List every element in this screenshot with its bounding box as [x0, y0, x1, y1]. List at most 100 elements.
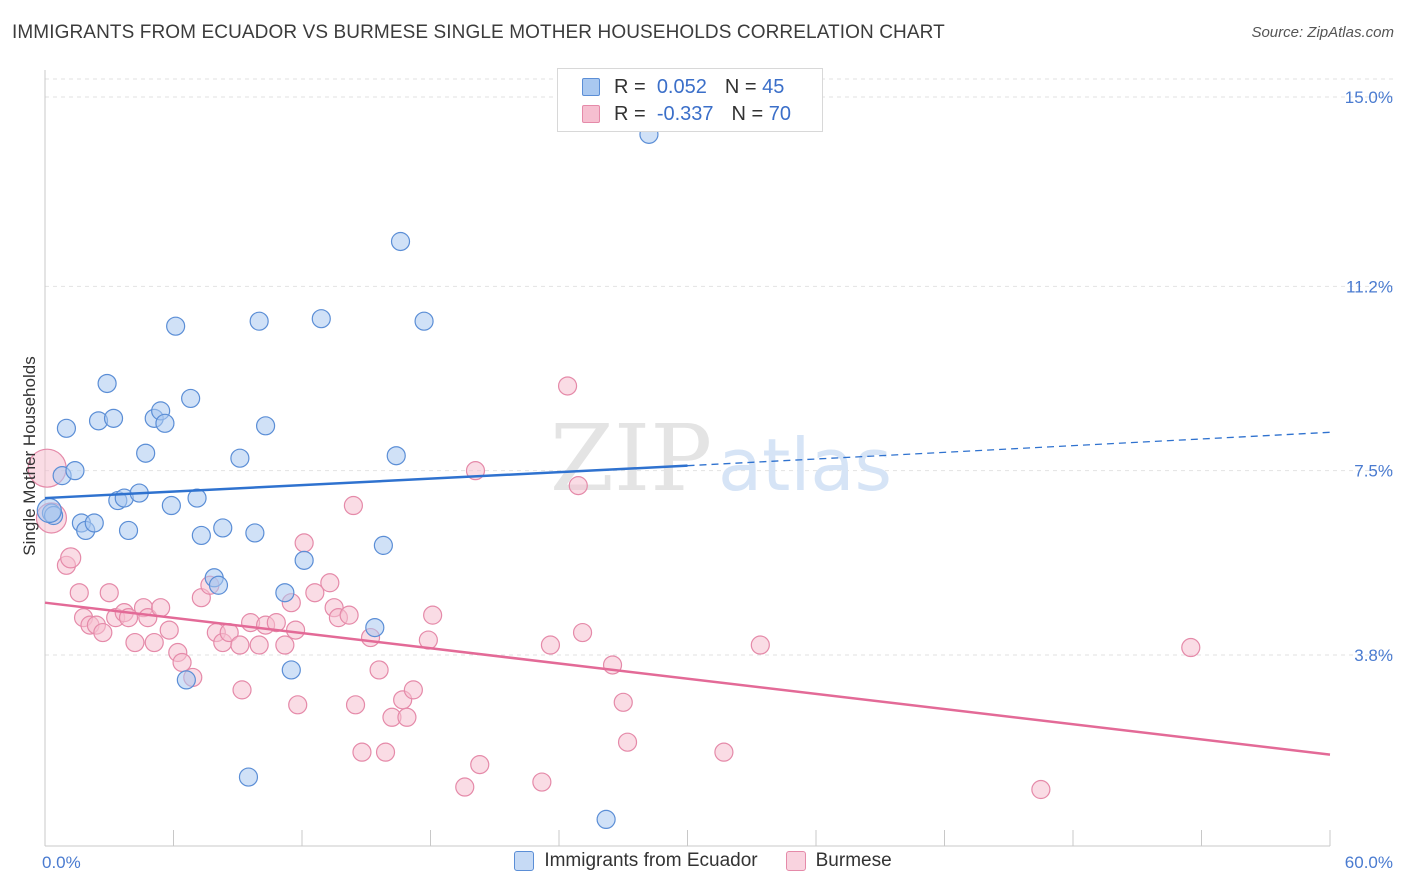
burmese-point — [144, 632, 164, 653]
burmese-point — [343, 495, 363, 516]
burmese-point — [532, 772, 552, 792]
y-axis-label: Single Mother Households — [20, 356, 39, 555]
burmese-point — [99, 583, 119, 603]
ecuador-point — [255, 416, 276, 436]
y-tick-label: 3.8% — [1354, 646, 1393, 665]
y-tick-label: 15.0% — [1345, 88, 1393, 107]
legend-swatch-blue — [514, 851, 535, 871]
x-tick-label: 0.0% — [42, 853, 81, 872]
ecuador-point — [238, 767, 259, 787]
burmese-point — [266, 613, 286, 633]
ecuador-point — [249, 311, 269, 331]
legend-series-name: Immigrants from Ecuador — [544, 850, 758, 871]
ecuador-point — [414, 311, 434, 331]
burmese-point — [557, 376, 578, 396]
burmese-point — [1181, 637, 1201, 658]
ecuador-point — [181, 388, 201, 409]
burmese-point — [568, 476, 588, 496]
watermark-atlas: atlas — [718, 423, 892, 507]
burmese-point — [345, 695, 366, 715]
ecuador-point — [166, 316, 186, 336]
burmese-point — [352, 742, 372, 762]
burmese-point — [375, 742, 396, 762]
y-tick-label: 7.5% — [1354, 462, 1393, 481]
ecuador-point — [386, 446, 406, 466]
burmese-point — [339, 605, 359, 625]
burmese-point — [455, 777, 475, 797]
burmese-point — [60, 547, 82, 569]
ecuador-point — [245, 523, 265, 543]
burmese-point — [232, 680, 252, 700]
legend-r-value: -0.337 — [656, 102, 714, 125]
ecuador-point — [187, 488, 207, 508]
ecuador-point — [208, 575, 229, 595]
ecuador-trend-line — [44, 464, 688, 500]
burmese-point — [403, 680, 423, 700]
legend-row-ecuador: R = 0.052 N = 45 — [582, 74, 784, 100]
burmese-point — [540, 635, 561, 655]
chart-title: IMMIGRANTS FROM ECUADOR VS BURMESE SINGL… — [12, 22, 945, 43]
burmese-point — [397, 707, 417, 727]
watermark: ZIP atlas — [550, 405, 892, 512]
ecuador-point — [97, 373, 117, 394]
ecuador-point — [365, 617, 385, 638]
burmese-point — [294, 533, 314, 553]
ecuador-point — [230, 448, 250, 468]
legend-r-value: 0.052 — [656, 75, 707, 98]
y-tick-label: 11.2% — [1346, 277, 1393, 296]
grid-lines — [45, 78, 1393, 656]
burmese-point — [613, 692, 633, 712]
burmese-point — [249, 635, 269, 655]
burmese-trend-line — [44, 601, 1331, 756]
ecuador-point — [373, 535, 393, 555]
watermark-zip: ZIP — [550, 405, 712, 512]
burmese-point — [320, 573, 340, 593]
legend-n-value: 45 — [762, 75, 785, 98]
burmese-point — [285, 620, 306, 640]
ecuador-point — [294, 550, 314, 570]
ecuador-point — [390, 231, 411, 252]
legend-item-ecuador: Immigrants from Ecuador — [514, 850, 758, 872]
legend-r-label: R = — [614, 75, 646, 98]
ecuador-point — [176, 670, 196, 690]
series-legend: Immigrants from Ecuador Burmese — [0, 850, 1406, 872]
tick-labels: 15.0% 11.2% 7.5% 3.8% 0.0% 60.0% — [42, 88, 1393, 872]
legend-n-label: N = — [731, 102, 764, 125]
source-label: Source: ZipAtlas.com — [1251, 24, 1394, 41]
burmese-point — [159, 620, 179, 640]
burmese-point — [470, 755, 490, 775]
burmese-point — [572, 622, 593, 643]
legend-swatch-pink — [785, 851, 806, 871]
burmese-point — [617, 732, 638, 752]
burmese-point — [714, 742, 734, 762]
legend-n-label: N = — [724, 75, 757, 98]
legend-r-label: R = — [614, 102, 646, 125]
burmese-point — [369, 660, 389, 680]
burmese-point — [69, 583, 89, 603]
burmese-point — [750, 635, 770, 655]
ecuador-point — [155, 413, 175, 433]
x-tick-label: 60.0% — [1345, 853, 1393, 872]
stats-legend: R = 0.052 N = 45 R = -0.337 N = 70 — [557, 68, 823, 132]
burmese-point — [172, 652, 192, 673]
ecuador-point — [118, 520, 139, 541]
burmese-point — [125, 632, 145, 653]
ecuador-point — [56, 418, 77, 438]
ecuador-point — [281, 660, 301, 680]
ecuador-point — [84, 513, 104, 533]
burmese-point — [288, 695, 308, 715]
legend-swatch-blue — [582, 78, 600, 96]
ecuador-points — [36, 124, 659, 830]
burmese-point — [230, 635, 250, 655]
burmese-point — [151, 598, 171, 618]
legend-swatch-pink — [582, 105, 600, 123]
ecuador-point — [161, 495, 181, 516]
ecuador-point — [103, 408, 124, 428]
ecuador-point — [596, 809, 616, 830]
burmese-point — [275, 635, 295, 655]
legend-item-burmese: Burmese — [785, 850, 892, 872]
ecuador-point — [311, 309, 331, 329]
legend-row-burmese: R = -0.337 N = 70 — [582, 101, 791, 127]
ecuador-point — [36, 497, 62, 524]
legend-n-value: 70 — [768, 102, 792, 125]
